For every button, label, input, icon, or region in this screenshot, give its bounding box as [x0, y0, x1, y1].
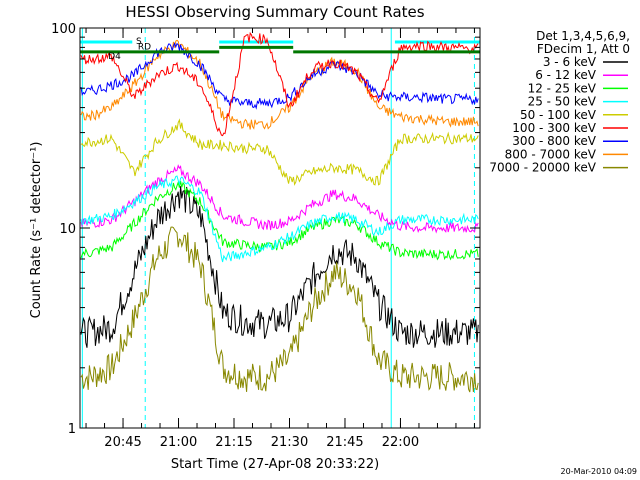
series-line-0: [80, 186, 479, 348]
legend-label-5: 100 - 300 keV: [512, 121, 596, 135]
axes-layer: 1 10 100 20:45 21:00 21:15 21:30 21:45 22:00: [51, 22, 481, 450]
x-tick-label-2: 21:15: [215, 435, 252, 450]
series-line-3: [80, 175, 479, 263]
x-tick-label-4: 21:45: [326, 435, 363, 450]
legend-label-7: 800 - 7000 keV: [505, 147, 597, 161]
x-axis-label: Start Time (27-Apr-08 20:33:22): [171, 457, 379, 472]
generation-timestamp: 20-Mar-2010 04:09: [561, 467, 638, 476]
series-line-5: [80, 31, 479, 137]
flag-label-0: S: [136, 37, 142, 47]
legend-label-3: 25 - 50 keV: [528, 95, 597, 109]
y-tick-label-0: 1: [68, 422, 76, 437]
series-line-4: [80, 118, 479, 186]
x-tick-label-3: 21:30: [271, 435, 308, 450]
y-axis-label: Count Rate (s⁻¹ detector⁻¹): [29, 142, 44, 319]
legend-label-0: 3 - 6 keV: [543, 55, 597, 69]
legend-label-1: 6 - 12 keV: [535, 68, 597, 82]
series-line-6: [80, 41, 479, 110]
series-line-1: [80, 164, 479, 234]
flag-label-1: RD: [138, 43, 151, 53]
legend-label-6: 300 - 800 keV: [512, 134, 596, 148]
x-tick-label-5: 22:00: [382, 435, 419, 450]
x-tick-label-0: 20:45: [104, 435, 141, 450]
flag-label-2: D4: [108, 52, 121, 62]
legend: Det 1,3,4,5,6,9, FDecim 1, Att 0 3 - 6 k…: [489, 29, 630, 175]
legend-label-8: 7000 - 20000 keV: [489, 161, 596, 175]
y-tick-label-1: 10: [59, 222, 76, 237]
chart-title: HESSI Observing Summary Count Rates: [125, 3, 424, 21]
series-line-8: [80, 226, 479, 393]
series-layer: SRD D4: [80, 31, 480, 393]
legend-header-line-2: FDecim 1, Att 0: [537, 42, 630, 56]
x-tick-label-1: 21:00: [160, 435, 197, 450]
legend-header-line-1: Det 1,3,4,5,6,9,: [536, 29, 630, 43]
legend-label-4: 50 - 100 keV: [520, 108, 597, 122]
legend-label-2: 12 - 25 keV: [528, 81, 597, 95]
y-tick-label-2: 100: [51, 22, 76, 37]
